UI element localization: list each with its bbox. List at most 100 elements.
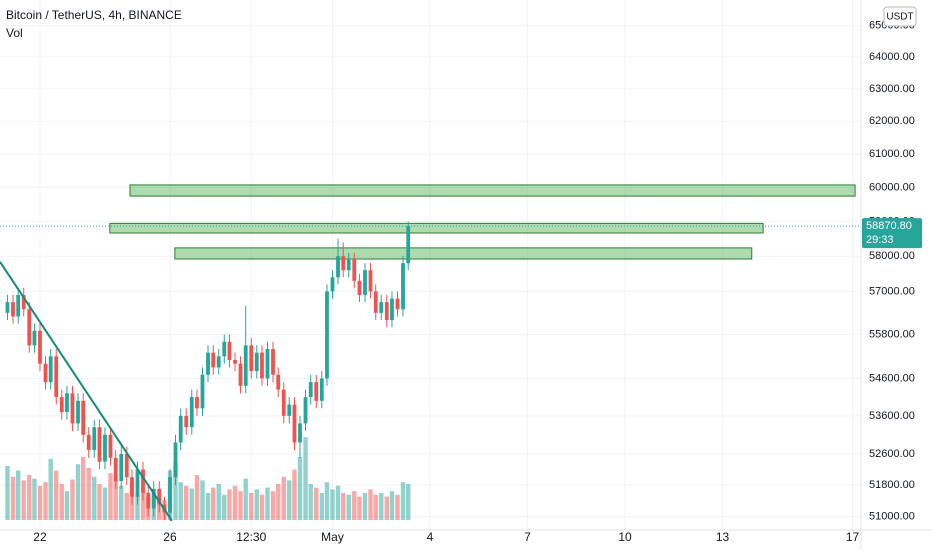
candle-body: [21, 294, 26, 310]
candle-body: [86, 434, 91, 451]
volume-bar: [357, 496, 362, 520]
candle-body: [81, 400, 86, 435]
y-tick-label: 51800.00: [869, 479, 915, 491]
y-tick-label: 58000.00: [869, 250, 915, 262]
x-tick-label: 7: [524, 530, 531, 544]
volume-bar: [86, 467, 91, 520]
y-tick-label: 60000.00: [869, 182, 915, 194]
candle-body: [357, 280, 362, 295]
volume-bar: [92, 476, 97, 520]
candle-body: [76, 400, 80, 424]
volume-bar: [222, 494, 227, 520]
volume-bar: [113, 480, 118, 520]
countdown-label: 29:33: [866, 234, 894, 246]
candle-body: [70, 393, 75, 424]
volume-bar: [352, 491, 357, 520]
y-tick-label: 55800.00: [869, 328, 915, 340]
candle-body: [363, 270, 367, 295]
volume-bar: [259, 494, 265, 520]
candle-body: [141, 469, 145, 493]
volume-bar: [43, 482, 48, 520]
volume-bar: [406, 484, 411, 520]
candle-body: [135, 469, 140, 497]
volume-bar: [75, 464, 81, 520]
x-tick-label: 26: [163, 530, 177, 544]
volume-bar: [270, 491, 276, 520]
candle-body: [384, 302, 389, 321]
candle-body: [233, 360, 237, 364]
x-tick-label: 17: [846, 530, 860, 544]
volume-bar: [265, 487, 270, 520]
candle-body: [38, 330, 42, 364]
chart-title: Bitcoin / TetherUS, 4h, BINANCE: [6, 8, 182, 22]
volume-bar: [395, 494, 400, 520]
candle-body: [43, 363, 48, 383]
candle-body: [373, 291, 378, 313]
volume-bar: [135, 494, 140, 520]
candle-body: [265, 349, 270, 379]
volume-bar: [5, 466, 10, 520]
volume-bar: [254, 489, 259, 520]
candle-body: [151, 488, 156, 509]
candle-body: [108, 434, 113, 458]
candle-body: [222, 341, 227, 357]
volume-bar: [27, 475, 32, 520]
candle-body: [54, 356, 59, 398]
candle-body: [124, 453, 129, 478]
volume-bar: [324, 482, 330, 520]
candle-body: [287, 404, 292, 416]
volume-bar: [48, 458, 53, 520]
volume-bar: [184, 485, 189, 520]
zone: [129, 184, 856, 197]
volume-bar: [200, 480, 205, 520]
volume-bar: [303, 437, 308, 520]
y-tick-label: 64000.00: [869, 51, 915, 63]
y-tick-label: 54600.00: [869, 372, 915, 384]
volume-bar: [10, 476, 16, 520]
candle-body: [211, 352, 216, 368]
y-tick-label: 57000.00: [869, 285, 915, 297]
x-tick-label: 13: [716, 530, 730, 544]
candle-body: [352, 259, 357, 281]
candle-body: [346, 259, 351, 271]
candle-body: [298, 423, 302, 443]
volume-bar: [292, 469, 297, 520]
trendline: [0, 261, 173, 522]
volume-bar: [368, 489, 373, 520]
candle-body: [206, 352, 210, 375]
volume-bar: [243, 478, 248, 520]
volume-bar: [189, 488, 194, 520]
y-tick-label: 62000.00: [869, 115, 915, 127]
y-tick-label: 53600.00: [869, 410, 915, 422]
candle-body: [238, 363, 243, 386]
volume-bar: [119, 485, 124, 520]
y-tick-label: 51000.00: [869, 510, 915, 522]
candle-body: [48, 356, 53, 383]
volume-bar: [319, 493, 324, 520]
volume-bar: [216, 484, 221, 520]
candle-body: [168, 477, 172, 513]
volume-bar: [37, 485, 43, 520]
volume-bar: [232, 485, 238, 520]
volume-bar: [346, 494, 351, 520]
x-tick-label: 12:30: [236, 530, 266, 544]
candle-body: [281, 389, 286, 416]
volume-bar: [384, 496, 389, 520]
candle-body: [5, 302, 10, 313]
volume-bar: [379, 493, 384, 520]
currency-label[interactable]: USDT: [886, 12, 913, 23]
candle-body: [32, 330, 37, 346]
candle-body: [249, 345, 254, 372]
volume-bar: [16, 470, 21, 520]
candle-body: [330, 277, 335, 292]
currency-button[interactable]: [883, 6, 917, 27]
volume-bar: [64, 491, 70, 520]
x-tick-label: May: [321, 530, 344, 544]
candle-body: [260, 352, 264, 379]
volume-bar: [205, 493, 211, 520]
volume-bar: [335, 485, 341, 520]
y-tick-label: 63000.00: [869, 83, 915, 95]
volume-bar: [178, 482, 183, 520]
